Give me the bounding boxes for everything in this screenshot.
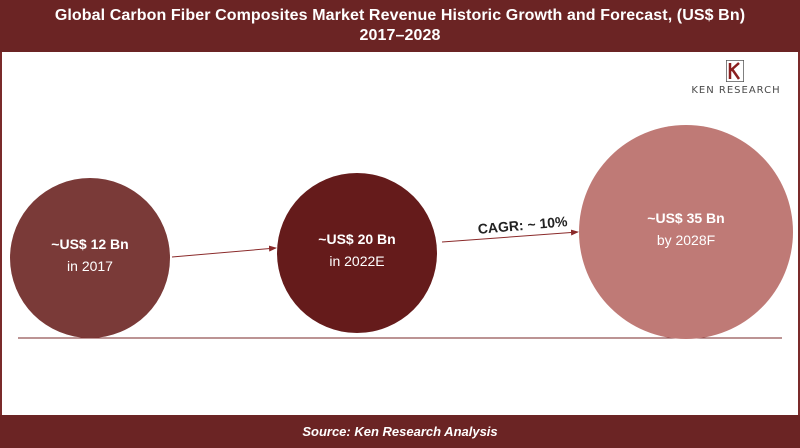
chart-title-line-1: Global Carbon Fiber Composites Market Re…: [54, 7, 746, 24]
arrows-group: [171, 229, 579, 258]
bubble-value-label-2022: ~US$ 20 Bn: [318, 231, 395, 247]
ken-research-logo: KEN RESEARCH: [680, 60, 792, 100]
ken-research-logo-text: KEN RESEARCH: [691, 85, 781, 96]
bubble-2017: [10, 178, 170, 338]
bubble-value-label-2028: ~US$ 35 Bn: [647, 210, 724, 226]
bubble-2022: [277, 173, 437, 333]
bubbles-group: ~US$ 12 Bn in 2017 ~US$ 20 Bn in 2022E ~US$ …: [10, 125, 793, 339]
chart-title-line-2: 2017–2028: [359, 27, 441, 44]
growth-arrow-1: [171, 245, 277, 258]
chart-footer: Source: Ken Research Analysis: [0, 415, 800, 448]
ken-research-logo-mark-icon: [726, 60, 744, 82]
source-note: Source: Ken Research Analysis: [302, 424, 498, 439]
bubble-period-label-2028: by 2028F: [657, 232, 715, 248]
bubble-2028: [579, 125, 793, 339]
bubble-period-label-2022: in 2022E: [329, 253, 384, 269]
bubble-period-label-2017: in 2017: [67, 258, 113, 274]
growth-arrow-2: [441, 229, 579, 243]
bubble-value-label-2017: ~US$ 12 Bn: [51, 236, 128, 252]
cagr-annotation: CAGR: ~ 10%: [477, 213, 568, 237]
chart-header: Global Carbon Fiber Composites Market Re…: [0, 0, 800, 52]
